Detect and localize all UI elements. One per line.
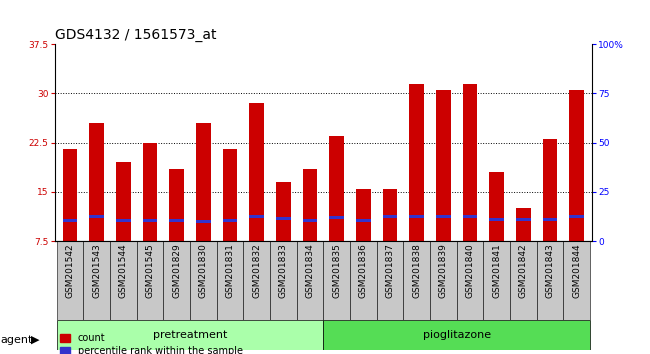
Bar [569,90,584,241]
Text: GSM201841: GSM201841 [492,244,501,298]
Text: GSM201838: GSM201838 [412,244,421,298]
Text: GSM201545: GSM201545 [146,244,155,298]
Text: GSM201843: GSM201843 [545,244,554,298]
Bar [142,219,157,222]
Bar [276,182,291,241]
Bar [190,241,216,320]
Bar [463,215,478,218]
Bar [223,219,237,222]
Bar [270,241,296,320]
Bar [404,241,430,320]
Bar [169,219,184,222]
Bar [142,143,157,241]
Bar [463,84,478,241]
Bar [250,215,264,218]
Text: GSM201832: GSM201832 [252,244,261,298]
Bar [116,219,131,222]
Bar [136,241,163,320]
Text: GSM201837: GSM201837 [385,244,395,298]
Bar [510,241,537,320]
Bar [436,90,450,241]
Bar [564,241,590,320]
Bar [330,136,344,241]
Bar [303,169,317,241]
Bar [383,215,397,218]
Bar [323,241,350,320]
Text: GSM201543: GSM201543 [92,244,101,298]
Bar [110,241,136,320]
Bar [196,123,211,241]
Bar [516,208,531,241]
Bar [350,241,377,320]
Text: GSM201544: GSM201544 [119,244,128,298]
Bar [57,320,323,350]
Text: GSM201835: GSM201835 [332,244,341,298]
Text: GSM201844: GSM201844 [573,244,581,298]
Text: GSM201839: GSM201839 [439,244,448,298]
Bar [537,241,564,320]
Text: GSM201842: GSM201842 [519,244,528,298]
Bar [89,215,104,218]
Bar [410,84,424,241]
Bar [489,218,504,221]
Bar [377,241,404,320]
Bar [330,216,344,219]
Bar [430,241,457,320]
Bar [250,103,264,241]
Bar [484,241,510,320]
Bar [303,219,317,222]
Bar [276,217,291,220]
Bar [169,169,184,241]
Bar [543,139,558,241]
Text: ▶: ▶ [31,335,40,345]
Bar [216,241,243,320]
Bar [62,149,77,241]
Text: GSM201840: GSM201840 [465,244,474,298]
Text: GSM201830: GSM201830 [199,244,208,298]
Bar [57,241,83,320]
Bar [356,219,370,222]
Bar [89,123,104,241]
Bar [296,241,323,320]
Text: GSM201542: GSM201542 [66,244,74,298]
Bar [196,219,211,223]
Bar [383,189,397,241]
Bar [489,172,504,241]
Bar [163,241,190,320]
Legend: count, percentile rank within the sample: count, percentile rank within the sample [60,333,242,354]
Text: GDS4132 / 1561573_at: GDS4132 / 1561573_at [55,28,216,42]
Bar [243,241,270,320]
Bar [436,215,450,218]
Bar [223,149,237,241]
Bar [457,241,484,320]
Bar [323,320,590,350]
Bar [516,218,531,221]
Bar [569,215,584,218]
Bar [62,219,77,222]
Text: agent: agent [1,335,33,345]
Bar [356,189,370,241]
Text: GSM201833: GSM201833 [279,244,288,298]
Text: GSM201829: GSM201829 [172,244,181,298]
Bar [410,215,424,218]
Text: GSM201834: GSM201834 [306,244,315,298]
Text: pioglitazone: pioglitazone [422,330,491,340]
Bar [543,218,558,221]
Text: GSM201831: GSM201831 [226,244,235,298]
Text: pretreatment: pretreatment [153,330,227,340]
Bar [116,162,131,241]
Bar [83,241,110,320]
Text: GSM201836: GSM201836 [359,244,368,298]
